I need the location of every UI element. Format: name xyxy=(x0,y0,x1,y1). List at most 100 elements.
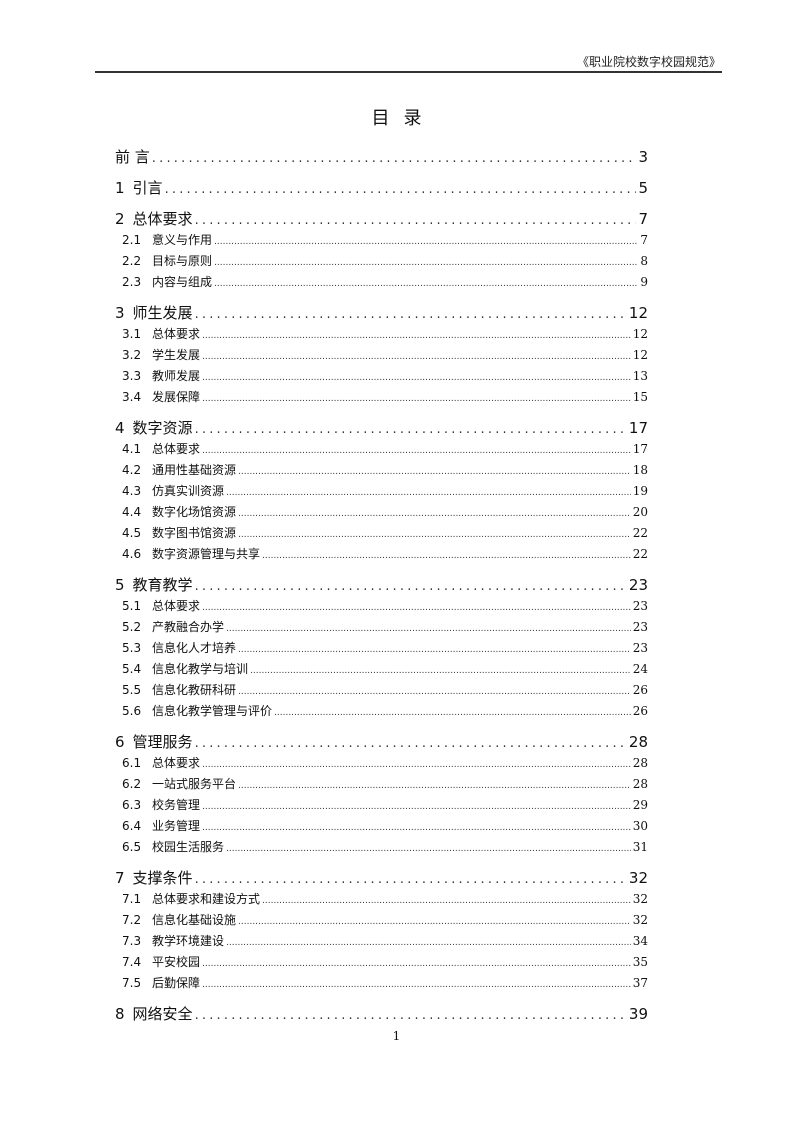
toc-entry[interactable]: 4 数字资源...................................… xyxy=(115,418,648,439)
toc-subentry[interactable]: 6.4 业务管理.................................… xyxy=(115,816,648,837)
dot-leader: ........................................… xyxy=(262,551,631,561)
toc-entry[interactable]: 3 师生发展...................................… xyxy=(115,303,648,324)
toc-subentry[interactable]: 4.5 数字图书馆资源..............................… xyxy=(115,523,648,544)
dot-leader: ........................................… xyxy=(214,258,638,268)
toc-subentry[interactable]: 7.1 总体要求和建设方式............................… xyxy=(115,889,648,910)
toc-entry-page: 22 xyxy=(632,526,648,540)
toc-entry[interactable]: 5 教育教学...................................… xyxy=(115,575,648,596)
toc-entry-label: 总体要求 xyxy=(152,756,201,770)
toc-subentry[interactable]: 2.2 目标与原则................................… xyxy=(115,251,648,272)
page-number: 1 xyxy=(392,1029,401,1043)
toc-subentry[interactable]: 4.2 通用性基础资源..............................… xyxy=(115,460,648,481)
toc-entry-number: 3 xyxy=(115,304,125,322)
toc-entry-number: 3.2 xyxy=(122,348,142,362)
toc-subentry[interactable]: 4.6 数字资源管理与共享............................… xyxy=(115,544,648,565)
toc-entry-number: 3.3 xyxy=(122,369,142,383)
toc-entry-page: 17 xyxy=(628,419,648,437)
toc-entry-number: 6.1 xyxy=(122,756,142,770)
toc-entry-number: 7 xyxy=(115,869,125,887)
dot-leader: ........................................… xyxy=(238,530,631,540)
toc-entry-label: 支撑条件 xyxy=(132,869,193,887)
toc-entry-number: 6.5 xyxy=(122,840,142,854)
toc-entry-number: 7.4 xyxy=(122,955,142,969)
toc-entry-number: 2 xyxy=(115,210,125,228)
toc-subentry[interactable]: 6.3 校务管理.................................… xyxy=(115,795,648,816)
toc-entry[interactable]: 1 引言.....................................… xyxy=(115,178,648,199)
toc-subentry[interactable]: 5.5 信息化教研科研..............................… xyxy=(115,680,648,701)
toc-subentry[interactable]: 3.1 总体要求.................................… xyxy=(115,324,648,345)
toc-entry-page: 5 xyxy=(638,179,648,197)
dot-leader: ........................................… xyxy=(226,938,631,948)
toc-entry-page: 23 xyxy=(632,599,648,613)
toc-entry-label: 发展保障 xyxy=(152,390,201,404)
table-of-contents: 前 言.....................................… xyxy=(115,147,648,1025)
dot-leader: ........................................… xyxy=(202,331,631,341)
dot-leader: ........................................… xyxy=(202,373,631,383)
toc-subentry[interactable]: 5.4 信息化教学与培训.............................… xyxy=(115,659,648,680)
toc-entry-number: 5.2 xyxy=(122,620,142,634)
toc-entry-number: 4.4 xyxy=(122,505,142,519)
toc-subentry[interactable]: 6.5 校园生活服务...............................… xyxy=(115,837,648,858)
toc-entry-label: 校园生活服务 xyxy=(152,840,225,854)
dot-leader: ........................................… xyxy=(202,760,631,770)
toc-subentry[interactable]: 4.3 仿真实训资源...............................… xyxy=(115,481,648,502)
toc-entry[interactable]: 7 支撑条件...................................… xyxy=(115,868,648,889)
toc-entry-number: 4.6 xyxy=(122,547,142,561)
toc-entry-label: 总体要求 xyxy=(152,442,201,456)
toc-entry-label: 教学环境建设 xyxy=(152,934,225,948)
toc-subentry[interactable]: 5.6 信息化教学管理与评价...........................… xyxy=(115,701,648,722)
toc-subentry[interactable]: 7.5 后勤保障.................................… xyxy=(115,973,648,994)
toc-entry-number: 5.4 xyxy=(122,662,142,676)
toc-entry-label: 网络安全 xyxy=(132,1005,193,1023)
dot-leader: ........................................… xyxy=(194,1008,627,1023)
toc-entry-page: 32 xyxy=(628,869,648,887)
running-header: 《职业院校数字校园规范》 xyxy=(576,55,721,69)
toc-subentry[interactable]: 5.1 总体要求.................................… xyxy=(115,596,648,617)
toc-subentry[interactable]: 2.1 意义与作用................................… xyxy=(115,230,648,251)
toc-entry-page: 26 xyxy=(632,683,648,697)
toc-entry-label: 总体要求 xyxy=(152,327,201,341)
dot-leader: ........................................… xyxy=(202,959,631,969)
toc-entry-page: 12 xyxy=(632,348,648,362)
toc-entry-number: 7.3 xyxy=(122,934,142,948)
toc-entry[interactable]: 2 总体要求...................................… xyxy=(115,209,648,230)
toc-entry-label: 平安校园 xyxy=(152,955,201,969)
toc-entry[interactable]: 6 管理服务...................................… xyxy=(115,732,648,753)
dot-leader: ........................................… xyxy=(274,708,631,718)
toc-entry-label: 管理服务 xyxy=(132,733,193,751)
toc-entry-page: 23 xyxy=(628,576,648,594)
dot-leader: ........................................… xyxy=(238,645,631,655)
toc-entry-label: 产教融合办学 xyxy=(152,620,225,634)
toc-subentry[interactable]: 5.3 信息化人才培养..............................… xyxy=(115,638,648,659)
toc-entry-label: 信息化教学与培训 xyxy=(152,662,249,676)
toc-subentry[interactable]: 5.2 产教融合办学...............................… xyxy=(115,617,648,638)
toc-entry-label: 教育教学 xyxy=(132,576,193,594)
toc-entry-page: 26 xyxy=(632,704,648,718)
dot-leader: ........................................… xyxy=(164,182,637,197)
toc-entry-number: 6.2 xyxy=(122,777,142,791)
toc-subentry[interactable]: 7.3 教学环境建设...............................… xyxy=(115,931,648,952)
toc-subentry[interactable]: 3.3 教师发展.................................… xyxy=(115,366,648,387)
toc-subentry[interactable]: 6.1 总体要求.................................… xyxy=(115,753,648,774)
toc-entry-page: 30 xyxy=(632,819,648,833)
toc-subentry[interactable]: 3.4 发展保障.................................… xyxy=(115,387,648,408)
toc-subentry[interactable]: 7.2 信息化基础设施..............................… xyxy=(115,910,648,931)
toc-entry-page: 28 xyxy=(628,733,648,751)
toc-entry-number: 2.1 xyxy=(122,233,142,247)
toc-entry-number: 4 xyxy=(115,419,125,437)
toc-entry[interactable]: 8 网络安全...................................… xyxy=(115,1004,648,1025)
toc-entry[interactable]: 前 言.....................................… xyxy=(115,147,648,168)
toc-subentry[interactable]: 7.4 平安校园.................................… xyxy=(115,952,648,973)
dot-leader: ........................................… xyxy=(226,488,631,498)
dot-leader: ........................................… xyxy=(250,666,631,676)
toc-subentry[interactable]: 2.3 内容与组成................................… xyxy=(115,272,648,293)
toc-entry-number: 5.5 xyxy=(122,683,142,697)
toc-subentry[interactable]: 3.2 学生发展.................................… xyxy=(115,345,648,366)
toc-entry-page: 13 xyxy=(632,369,648,383)
toc-subentry[interactable]: 6.2 一站式服务平台..............................… xyxy=(115,774,648,795)
toc-entry-page: 28 xyxy=(632,777,648,791)
dot-leader: ........................................… xyxy=(202,980,631,990)
toc-subentry[interactable]: 4.1 总体要求.................................… xyxy=(115,439,648,460)
toc-entry-label: 师生发展 xyxy=(132,304,193,322)
toc-subentry[interactable]: 4.4 数字化场馆资源..............................… xyxy=(115,502,648,523)
